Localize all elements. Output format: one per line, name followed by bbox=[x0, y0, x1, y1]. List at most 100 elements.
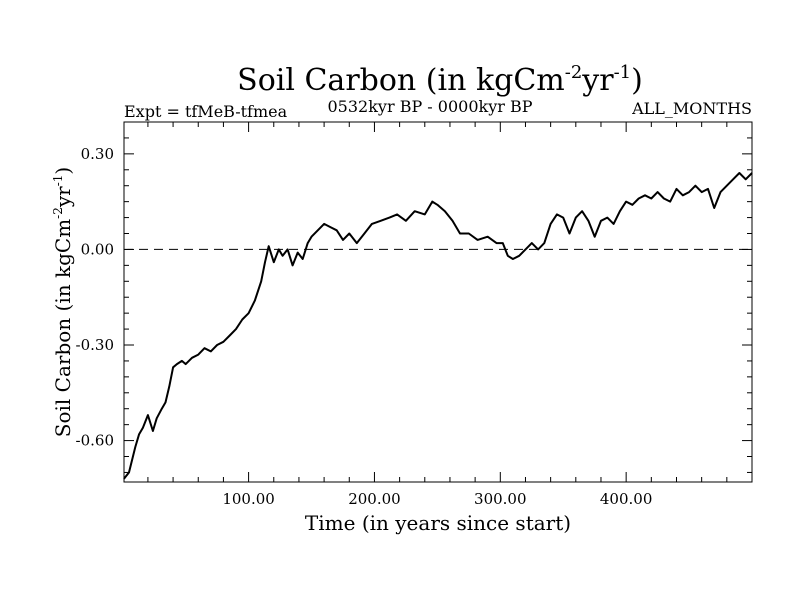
data-point bbox=[518, 255, 520, 257]
data-point bbox=[625, 201, 627, 203]
data-point bbox=[247, 312, 250, 314]
x-tick-label: 200.00 bbox=[348, 490, 401, 508]
data-point bbox=[203, 347, 206, 349]
data-point bbox=[477, 239, 479, 241]
data-point bbox=[543, 242, 545, 244]
subtitle-center: 0532kyr BP - 0000kyr BP bbox=[328, 97, 533, 116]
y-tick-label: -0.60 bbox=[76, 432, 114, 450]
data-point bbox=[363, 232, 365, 235]
data-point bbox=[405, 220, 407, 222]
data-point bbox=[581, 210, 583, 212]
data-point bbox=[292, 264, 294, 266]
data-point bbox=[575, 216, 577, 219]
data-point bbox=[297, 252, 299, 254]
data-point bbox=[612, 223, 615, 225]
x-tick-label: 100.00 bbox=[222, 490, 275, 508]
data-point bbox=[161, 408, 163, 410]
data-point bbox=[287, 248, 289, 251]
data-point bbox=[348, 232, 350, 235]
data-point bbox=[650, 197, 652, 200]
data-point bbox=[502, 242, 504, 244]
data-point bbox=[278, 248, 280, 251]
data-point bbox=[663, 197, 665, 200]
data-point bbox=[675, 188, 678, 190]
data-point bbox=[606, 216, 608, 219]
data-point bbox=[371, 223, 373, 225]
data-point bbox=[310, 236, 313, 238]
data-point bbox=[414, 210, 416, 212]
data-point bbox=[424, 213, 426, 215]
data-point bbox=[172, 366, 174, 368]
data-point bbox=[507, 255, 509, 257]
data-point bbox=[181, 360, 183, 362]
data-point bbox=[682, 194, 684, 196]
data-point bbox=[302, 258, 304, 260]
data-point bbox=[336, 229, 338, 231]
data-point bbox=[688, 191, 690, 193]
data-point bbox=[152, 430, 154, 432]
data-point bbox=[380, 220, 382, 222]
data-point bbox=[254, 299, 256, 302]
plot-frame bbox=[123, 121, 753, 483]
axis-tick-labels: 100.00 200.00 300.00 400.00 0.30 0.00 -0.30 -0.… bbox=[76, 145, 653, 508]
data-point bbox=[273, 261, 275, 263]
data-point bbox=[669, 201, 671, 203]
data-point bbox=[594, 236, 596, 238]
data-point bbox=[138, 433, 140, 435]
data-point bbox=[307, 242, 309, 244]
data-point bbox=[631, 204, 634, 206]
data-point bbox=[396, 213, 398, 215]
data-point bbox=[436, 204, 438, 206]
data-point bbox=[356, 242, 358, 244]
axis-ticks bbox=[124, 121, 752, 482]
data-point bbox=[229, 334, 231, 337]
data-point bbox=[562, 216, 564, 219]
data-point bbox=[451, 220, 454, 222]
data-point bbox=[222, 341, 225, 343]
data-point bbox=[732, 178, 734, 180]
series-line bbox=[123, 172, 753, 480]
data-point bbox=[738, 172, 741, 174]
data-point bbox=[468, 232, 470, 235]
x-tick-label: 300.00 bbox=[474, 490, 527, 508]
data-point bbox=[719, 191, 722, 193]
x-tick-label: 400.00 bbox=[600, 490, 653, 508]
data-point bbox=[713, 207, 715, 209]
data-point bbox=[431, 201, 433, 203]
data-point bbox=[123, 478, 125, 480]
data-point bbox=[550, 223, 552, 225]
data-point bbox=[147, 414, 149, 416]
y-tick-label: -0.30 bbox=[76, 336, 114, 354]
series-points bbox=[123, 172, 753, 480]
data-point bbox=[264, 261, 266, 263]
chart-title: Soil Carbon (in kgCm-2yr-1) bbox=[237, 62, 643, 98]
data-point bbox=[317, 229, 319, 231]
subtitle-right: ALL_MONTHS bbox=[631, 99, 752, 118]
data-point bbox=[524, 248, 527, 251]
data-point bbox=[701, 191, 703, 193]
data-point bbox=[568, 232, 571, 235]
data-point bbox=[459, 232, 461, 235]
data-point bbox=[191, 357, 193, 359]
data-point bbox=[128, 471, 130, 474]
data-point bbox=[241, 318, 243, 321]
data-point bbox=[185, 363, 187, 365]
y-tick-label: 0.00 bbox=[81, 240, 114, 258]
data-point bbox=[281, 255, 284, 257]
data-point bbox=[600, 220, 602, 222]
x-axis-label: Time (in years since start) bbox=[305, 511, 571, 535]
data-point bbox=[444, 210, 446, 212]
data-point bbox=[495, 242, 498, 244]
data-point bbox=[197, 353, 199, 356]
data-point bbox=[260, 280, 262, 282]
data-point bbox=[512, 258, 514, 260]
data-point bbox=[142, 427, 144, 429]
data-point bbox=[745, 178, 747, 180]
data-point bbox=[168, 385, 170, 388]
data-point bbox=[329, 226, 331, 228]
data-point bbox=[694, 185, 696, 187]
data-point bbox=[556, 213, 558, 215]
data-point bbox=[619, 210, 621, 212]
data-point bbox=[638, 197, 640, 200]
